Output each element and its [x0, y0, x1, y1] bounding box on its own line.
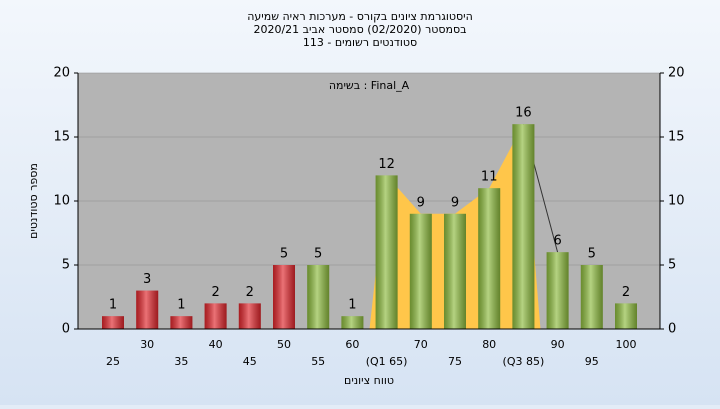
bar-shade [615, 303, 637, 329]
value-label: 6 [553, 234, 561, 249]
x-tick-label: 80 [482, 338, 496, 351]
bar-shade [512, 124, 535, 329]
value-label: 5 [314, 247, 322, 262]
x-tick-label: 75 [448, 355, 462, 368]
title-line: בסמסטר (02/2020) סמסטר אביב 2020/21 [253, 23, 466, 36]
title-line: סטודנטים רשומים - 113 [303, 36, 417, 49]
value-label: 1 [177, 298, 185, 313]
bar-shade [307, 265, 330, 329]
bar-shade [204, 303, 227, 329]
y2-tick-label: 20 [668, 66, 685, 81]
y-tick-label: 15 [53, 130, 70, 145]
value-label: 5 [280, 247, 288, 262]
bar-shade [136, 290, 159, 329]
y2-tick-label: 15 [668, 130, 685, 145]
x-tick-label: (Q3 85) [503, 355, 545, 368]
bar-shade [238, 303, 261, 329]
value-label: 9 [417, 195, 425, 210]
x-tick-label: 90 [551, 338, 565, 351]
x-tick-label: 40 [209, 338, 223, 351]
x-tick-label: (Q1 65) [366, 355, 408, 368]
x-tick-label: 95 [585, 355, 599, 368]
y-tick-label: 5 [62, 258, 70, 273]
y-tick-label: 10 [53, 194, 70, 209]
x-tick-label: 70 [414, 338, 428, 351]
x-tick-label: 60 [345, 338, 359, 351]
bar-shade [375, 175, 398, 329]
bar-shade [170, 316, 193, 329]
x-tick-label: 45 [243, 355, 257, 368]
y-axis-label: מספר סטודנטים [27, 163, 40, 239]
x-tick-label: 50 [277, 338, 291, 351]
x-tick-label: 35 [174, 355, 188, 368]
value-label: 3 [143, 272, 151, 287]
bar-shade [102, 316, 124, 329]
bar-shade [580, 265, 603, 329]
bar-shade [546, 252, 569, 329]
bar-shade [444, 213, 466, 329]
bar-shade [341, 316, 364, 329]
value-label: 12 [378, 157, 395, 172]
y-tick-label: 0 [62, 322, 70, 337]
value-label: 16 [515, 106, 532, 121]
bar-shade [409, 213, 432, 329]
value-label: 2 [622, 285, 630, 300]
title-line: היסטוגרמת ציונים בקורס - מערכות ראיה שמי… [247, 10, 473, 23]
value-label: 11 [481, 170, 498, 185]
x-axis-label: טווח ציונים [344, 374, 394, 387]
y2-tick-label: 0 [668, 322, 676, 337]
value-label: 1 [348, 298, 356, 313]
y2-tick-label: 5 [668, 258, 676, 273]
bar-shade [273, 265, 295, 329]
bar-shade [478, 188, 501, 329]
x-tick-label: 100 [616, 338, 637, 351]
x-tick-label: 55 [311, 355, 325, 368]
value-label: 2 [246, 285, 254, 300]
value-label: 5 [588, 247, 596, 262]
y-tick-label: 20 [53, 66, 70, 81]
x-tick-label: 25 [106, 355, 120, 368]
y2-tick-label: 10 [668, 194, 685, 209]
value-label: 2 [211, 285, 219, 300]
x-tick-label: 30 [140, 338, 154, 351]
value-label: 1 [109, 298, 117, 313]
value-label: 9 [451, 195, 459, 210]
annotation: בשימה : Final_A [329, 79, 410, 92]
